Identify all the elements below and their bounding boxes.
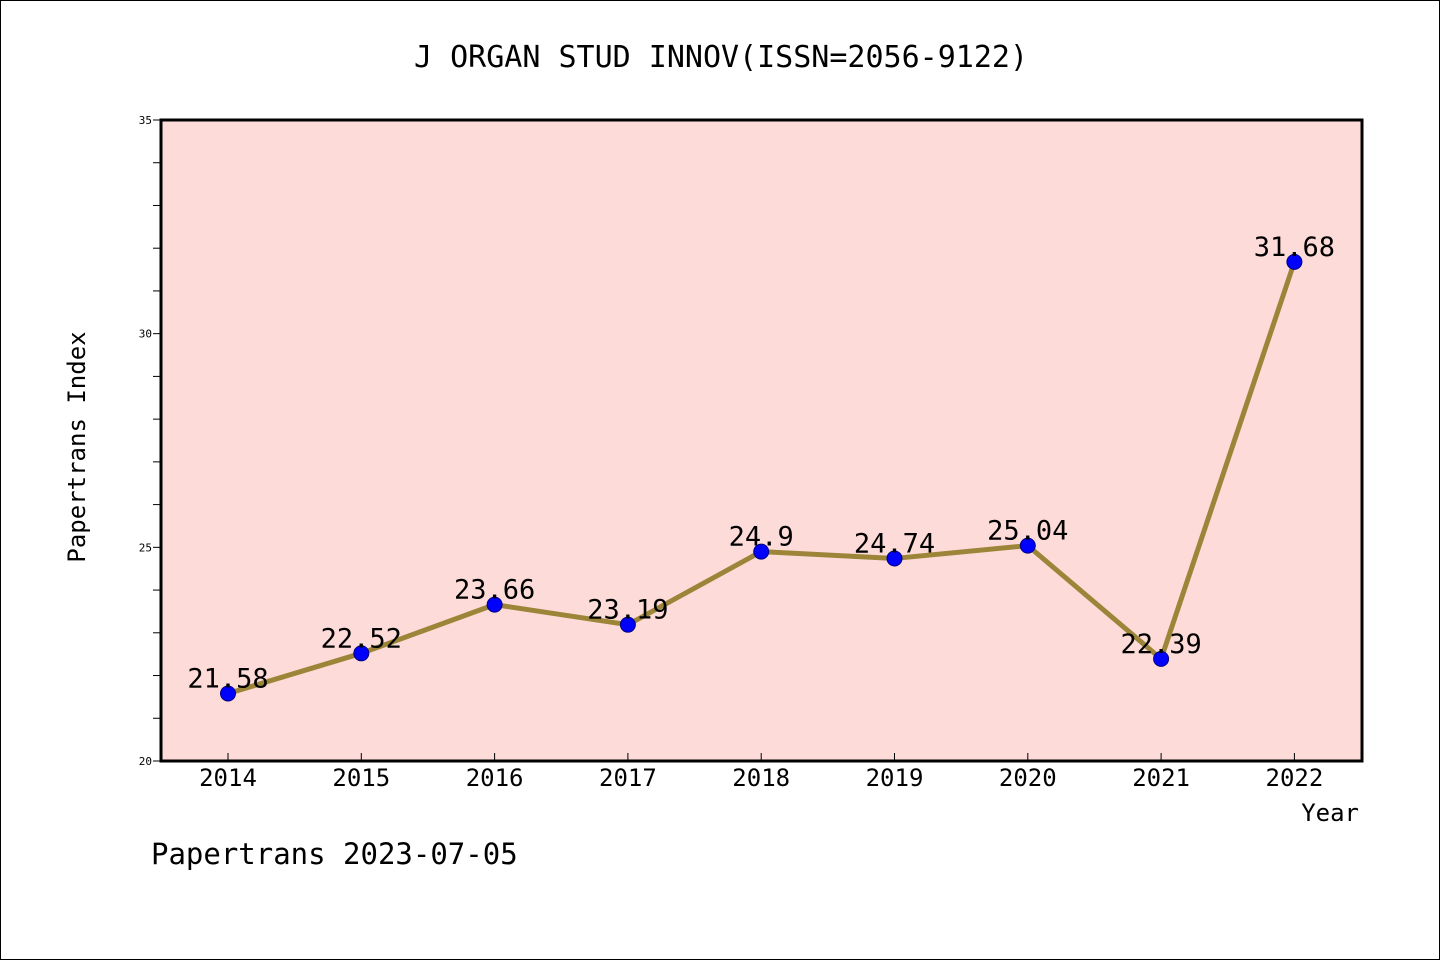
- x-tick-label: 2021: [1132, 764, 1190, 792]
- data-label: 31.68: [1254, 232, 1335, 263]
- series-markers: [220, 253, 1303, 702]
- x-tick-label: 2020: [999, 764, 1057, 792]
- chart-title: J ORGAN STUD INNOV(ISSN=2056-9122): [414, 40, 1028, 75]
- y-tick-label: 35: [139, 114, 152, 127]
- data-label: 24.9: [729, 522, 794, 553]
- x-tick-label: 2014: [199, 764, 257, 792]
- data-point: [486, 596, 503, 613]
- x-tick-label: 2022: [1266, 764, 1324, 792]
- y-axis-label: Papertrans Index: [63, 331, 91, 562]
- x-tick-label: 2017: [599, 764, 657, 792]
- y-tick-label: 30: [139, 328, 152, 341]
- data-point: [619, 616, 636, 633]
- data-point: [1019, 537, 1036, 554]
- x-tick-label: 2019: [866, 764, 924, 792]
- data-point: [753, 543, 770, 560]
- plot-area: [159, 118, 1364, 763]
- y-tick-label: 25: [139, 541, 152, 554]
- y-axis-ticks: 20 25 30 35: [139, 114, 161, 768]
- data-label: 25.04: [987, 516, 1068, 547]
- data-label: 23.66: [454, 575, 535, 606]
- x-tick-label: 2018: [732, 764, 790, 792]
- data-label: 23.19: [587, 595, 668, 626]
- data-labels: 21.58 22.52 23.66 23.19 24.9 24.74 25.04 22.39 3…: [187, 232, 1335, 695]
- data-label: 24.74: [854, 528, 935, 559]
- data-point: [353, 645, 370, 662]
- x-axis-ticks: 2014 2015 2016 2017 2018 2019 2020 2021 2022: [199, 753, 1323, 792]
- footer-text: Papertrans 2023-07-05: [151, 837, 518, 871]
- y-tick-label: 20: [139, 755, 152, 768]
- x-tick-label: 2015: [332, 764, 390, 792]
- data-point: [886, 550, 903, 567]
- data-point: [1153, 650, 1170, 667]
- data-label: 22.39: [1120, 629, 1201, 660]
- x-tick-label: 2016: [466, 764, 524, 792]
- data-point: [1286, 253, 1303, 270]
- data-label: 22.52: [321, 623, 402, 654]
- x-axis-label: Year: [1301, 799, 1359, 827]
- data-label: 21.58: [187, 663, 268, 694]
- data-point: [220, 685, 236, 702]
